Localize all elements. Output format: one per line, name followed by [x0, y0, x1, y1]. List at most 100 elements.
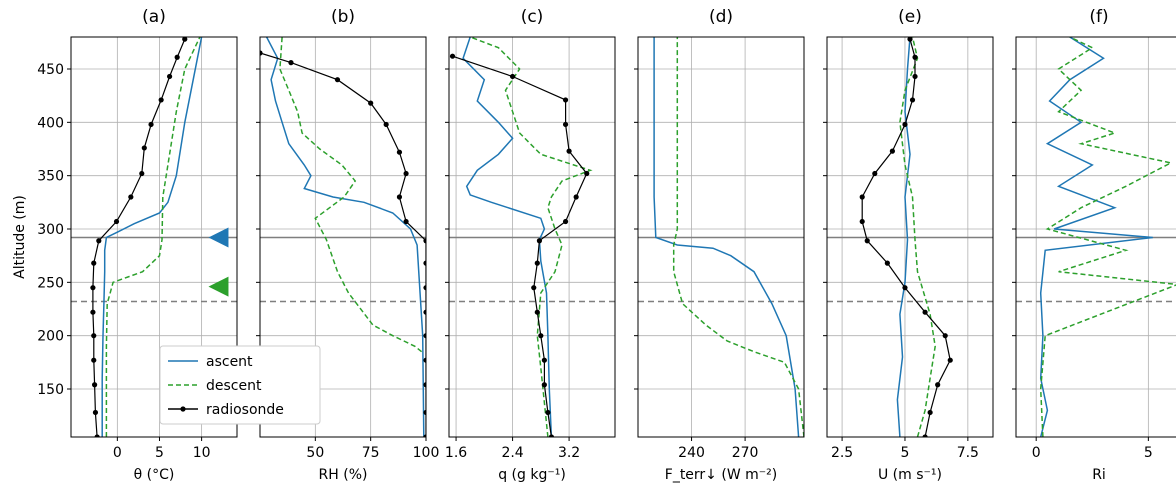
legend-label-ascent: ascent — [206, 354, 253, 370]
data-point-radiosonde — [909, 97, 916, 103]
y-tick-label: 250 — [37, 275, 64, 291]
data-point-radiosonde — [922, 434, 928, 437]
data-point-radiosonde — [541, 357, 547, 363]
panel-series-group — [449, 37, 593, 437]
panel-frame — [637, 36, 805, 438]
x-axis-label: F_terr↓ (W m⁻²) — [665, 467, 777, 483]
series-line-radiosonde — [452, 55, 588, 437]
panel-series-group — [859, 37, 953, 437]
x-tick-label: 100 — [413, 445, 440, 461]
series-line-descent — [105, 37, 201, 437]
data-point-radiosonde — [182, 37, 188, 42]
legend-label-descent: descent — [206, 378, 262, 394]
legend-box — [159, 345, 321, 425]
data-point-radiosonde — [534, 309, 540, 315]
x-tick-label: 2.5 — [831, 445, 853, 461]
data-point-radiosonde — [166, 73, 173, 80]
data-point-radiosonde — [907, 37, 913, 42]
data-point-radiosonde — [912, 54, 918, 60]
data-point-radiosonde — [584, 170, 590, 177]
x-tick-label: 0 — [1032, 445, 1041, 461]
data-point-radiosonde — [884, 260, 890, 266]
data-point-radiosonde — [96, 238, 102, 244]
panel-title: (a) — [142, 7, 166, 27]
y-tick-label: 350 — [37, 169, 64, 185]
data-point-radiosonde — [942, 333, 948, 339]
panel-frame — [448, 36, 616, 438]
x-tick-label: 2.4 — [501, 445, 523, 461]
data-point-radiosonde — [368, 100, 374, 106]
data-point-radiosonde — [113, 218, 120, 225]
series-line-ascent — [265, 37, 425, 437]
x-tick-label: 75 — [362, 445, 380, 461]
legend-marker-radiosonde — [180, 406, 186, 412]
marker-triangle — [208, 276, 229, 297]
data-point-radiosonde — [423, 382, 426, 388]
legend-label-radiosonde: radiosonde — [206, 402, 284, 418]
data-point-radiosonde — [90, 309, 96, 315]
data-point-radiosonde — [449, 53, 456, 59]
data-point-radiosonde — [334, 77, 341, 83]
y-axis-label: Altitude (m) — [12, 195, 28, 279]
panel-frame — [826, 36, 994, 438]
panel-frame — [1015, 36, 1176, 438]
data-point-radiosonde — [573, 194, 579, 200]
x-tick-label: 0 — [113, 445, 122, 461]
data-point-radiosonde — [531, 285, 537, 291]
x-tick-label: 5 — [155, 445, 164, 461]
data-point-radiosonde — [403, 170, 409, 177]
data-point-radiosonde — [423, 409, 426, 416]
y-tick-label: 150 — [37, 382, 64, 398]
data-point-radiosonde — [158, 97, 164, 103]
data-point-radiosonde — [396, 194, 403, 200]
data-point-radiosonde — [545, 409, 551, 416]
x-tick-label: 7.5 — [957, 445, 979, 461]
panel-title: (b) — [331, 7, 355, 27]
panel-title: (e) — [898, 7, 922, 27]
series-line-ascent — [1039, 37, 1153, 437]
data-point-radiosonde — [509, 73, 516, 80]
data-point-radiosonde — [423, 333, 426, 339]
x-tick-label: 1.6 — [445, 445, 467, 461]
data-point-radiosonde — [139, 170, 145, 177]
data-point-radiosonde — [423, 238, 426, 244]
x-axis-label: q (g kg⁻¹) — [498, 467, 566, 483]
panel-title: (f) — [1089, 7, 1108, 27]
panel-series-group — [260, 37, 426, 437]
data-point-radiosonde — [90, 285, 96, 291]
data-point-radiosonde — [396, 149, 403, 155]
panel-frame — [259, 36, 427, 438]
data-point-radiosonde — [538, 333, 544, 339]
data-point-radiosonde — [548, 434, 555, 437]
data-point-radiosonde — [423, 260, 426, 266]
x-tick-label: 10 — [193, 445, 211, 461]
series-line-descent — [899, 37, 936, 437]
series-line-descent — [469, 37, 593, 437]
data-point-radiosonde — [141, 145, 147, 151]
labels-layer: 0 5 10(a)θ (°C)50 75 100(b)RH (%)1.6 2.4 3.2(c… — [12, 7, 1153, 483]
data-point-radiosonde — [91, 333, 97, 339]
data-point-radiosonde — [927, 409, 933, 416]
y-tick-label: 400 — [37, 115, 64, 131]
data-point-radiosonde — [889, 148, 895, 154]
series-layer — [90, 37, 1176, 437]
data-point-radiosonde — [91, 382, 98, 388]
panel-title: (d) — [709, 7, 733, 27]
data-point-radiosonde — [92, 409, 99, 416]
panel-frame — [70, 36, 238, 438]
series-line-ascent — [101, 37, 203, 437]
x-axis-label: RH (%) — [319, 467, 368, 483]
data-point-radiosonde — [902, 285, 908, 291]
data-point-radiosonde — [91, 260, 97, 266]
data-point-radiosonde — [128, 194, 134, 200]
y-tick-label: 300 — [37, 222, 64, 238]
series-line-ascent — [653, 37, 800, 437]
series-line-ascent — [896, 37, 911, 437]
x-axis-label: Ri — [1092, 467, 1106, 483]
series-line-descent — [279, 37, 423, 353]
x-tick-label: 3.2 — [558, 445, 580, 461]
data-point-radiosonde — [947, 357, 953, 363]
data-point-radiosonde — [902, 121, 908, 128]
series-line-radiosonde — [260, 52, 426, 437]
data-point-radiosonde — [562, 97, 569, 103]
